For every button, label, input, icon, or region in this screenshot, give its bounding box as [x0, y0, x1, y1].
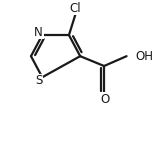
Text: N: N: [34, 26, 43, 39]
Text: Cl: Cl: [69, 2, 81, 15]
Text: OH: OH: [136, 50, 154, 63]
Text: O: O: [100, 93, 109, 106]
Text: S: S: [35, 74, 42, 87]
